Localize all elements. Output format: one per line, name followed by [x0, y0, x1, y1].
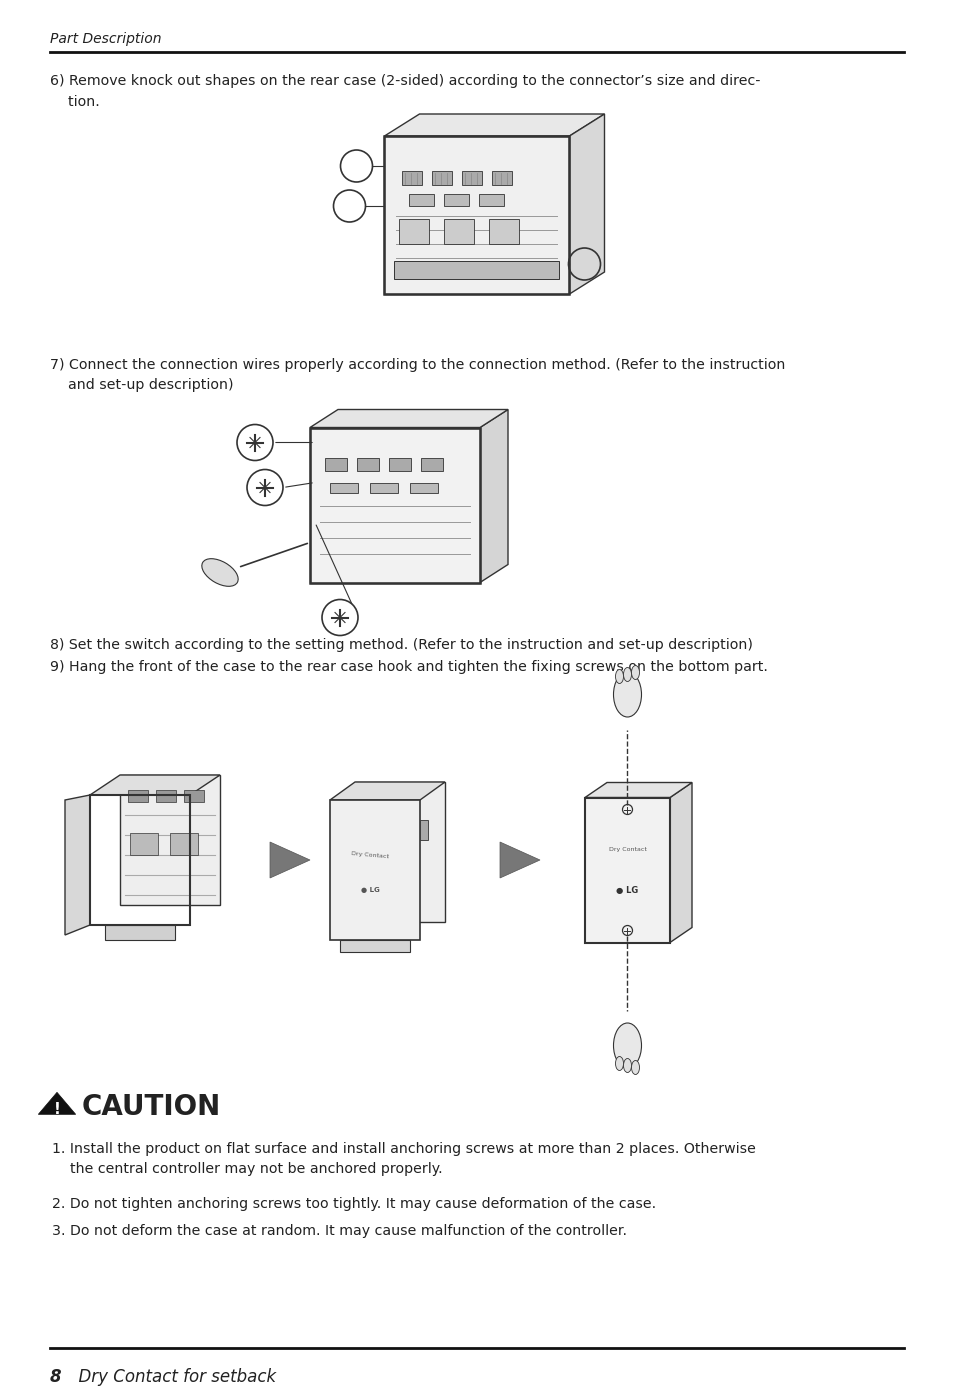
Bar: [462, 171, 482, 185]
Circle shape: [322, 599, 357, 636]
Bar: [170, 833, 198, 855]
Polygon shape: [584, 798, 669, 942]
Text: 8) Set the switch according to the setting method. (Refer to the instruction and: 8) Set the switch according to the setti…: [50, 638, 752, 652]
Text: 3. Do not deform the case at random. It may cause malfunction of the controller.: 3. Do not deform the case at random. It …: [52, 1224, 626, 1238]
Polygon shape: [310, 427, 479, 582]
Ellipse shape: [631, 665, 639, 679]
Ellipse shape: [623, 1058, 631, 1072]
Text: Dry Contact: Dry Contact: [351, 851, 389, 860]
Polygon shape: [499, 841, 539, 878]
Bar: [130, 833, 158, 855]
Bar: [444, 195, 469, 206]
Bar: [389, 458, 411, 470]
Bar: [356, 458, 378, 470]
Polygon shape: [270, 841, 310, 878]
Polygon shape: [479, 409, 507, 582]
Ellipse shape: [613, 1023, 640, 1068]
Bar: [419, 820, 428, 840]
Bar: [128, 790, 148, 802]
Bar: [330, 483, 357, 493]
Text: tion.: tion.: [50, 95, 100, 109]
Text: 9) Hang the front of the case to the rear case hook and tighten the fixing screw: 9) Hang the front of the case to the rea…: [50, 659, 767, 673]
Text: Part Description: Part Description: [50, 32, 161, 46]
Bar: [410, 483, 437, 493]
Text: ● LG: ● LG: [360, 888, 379, 893]
Polygon shape: [38, 1092, 75, 1114]
Bar: [395, 260, 558, 279]
Bar: [492, 171, 512, 185]
Text: 2. Do not tighten anchoring screws too tightly. It may cause deformation of the : 2. Do not tighten anchoring screws too t…: [52, 1197, 656, 1211]
Text: Dry Contact for setback: Dry Contact for setback: [68, 1368, 275, 1386]
Bar: [489, 218, 519, 244]
Polygon shape: [90, 776, 220, 795]
Polygon shape: [384, 136, 569, 294]
Text: Dry Contact: Dry Contact: [608, 847, 646, 853]
Bar: [399, 218, 429, 244]
Bar: [420, 458, 442, 470]
Text: 7) Connect the connection wires properly according to the connection method. (Re: 7) Connect the connection wires properly…: [50, 358, 784, 372]
Polygon shape: [310, 409, 507, 427]
Polygon shape: [384, 113, 604, 136]
Bar: [184, 790, 204, 802]
Bar: [156, 790, 175, 802]
Bar: [409, 195, 434, 206]
Text: 8: 8: [50, 1368, 62, 1386]
Text: and set-up description): and set-up description): [50, 378, 233, 392]
Text: CAUTION: CAUTION: [82, 1093, 221, 1121]
Circle shape: [247, 469, 283, 505]
Bar: [432, 171, 452, 185]
Polygon shape: [330, 799, 419, 939]
Ellipse shape: [623, 668, 631, 682]
Text: ● LG: ● LG: [616, 886, 638, 895]
Polygon shape: [584, 783, 691, 798]
Text: !: !: [53, 1102, 60, 1117]
Bar: [479, 195, 504, 206]
Polygon shape: [339, 939, 410, 952]
Polygon shape: [355, 783, 444, 923]
Bar: [325, 458, 347, 470]
Ellipse shape: [631, 1061, 639, 1075]
Ellipse shape: [613, 672, 640, 717]
Bar: [402, 171, 422, 185]
Circle shape: [236, 424, 273, 461]
Polygon shape: [569, 113, 604, 294]
Ellipse shape: [615, 669, 623, 683]
Polygon shape: [65, 795, 90, 935]
Polygon shape: [120, 776, 220, 904]
Bar: [444, 218, 474, 244]
Ellipse shape: [202, 559, 238, 587]
Text: 1. Install the product on flat surface and install anchoring screws at more than: 1. Install the product on flat surface a…: [52, 1142, 755, 1156]
Text: 6) Remove knock out shapes on the rear case (2-sided) according to the connector: 6) Remove knock out shapes on the rear c…: [50, 74, 760, 88]
Polygon shape: [330, 783, 444, 799]
Text: the central controller may not be anchored properly.: the central controller may not be anchor…: [52, 1162, 442, 1176]
Polygon shape: [105, 925, 174, 939]
Ellipse shape: [615, 1057, 623, 1071]
Polygon shape: [669, 783, 691, 942]
Bar: [370, 483, 397, 493]
